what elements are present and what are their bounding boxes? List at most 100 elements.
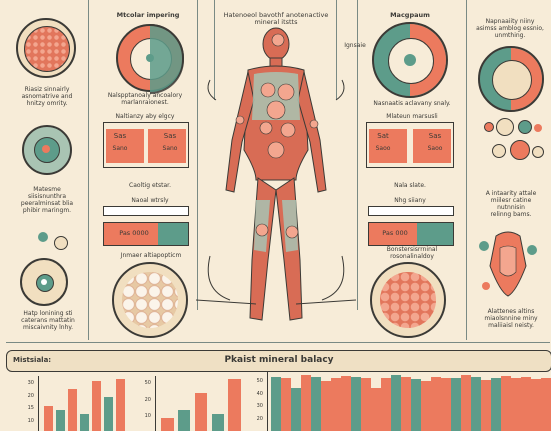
chart-bar [491, 377, 501, 431]
chart-bar [228, 378, 241, 431]
level-label: Pas 0000 [119, 229, 149, 237]
exchange-box-left: Sas Sano Sas Sano [103, 122, 189, 168]
cell-dish-right [478, 46, 544, 112]
chart-bar [481, 380, 491, 431]
chart-bar [371, 388, 381, 431]
y-tick-label: 20 [144, 396, 151, 403]
level-bar-empty [103, 206, 189, 216]
y-tick-label: 20 [256, 415, 263, 422]
cell-dish-1 [16, 18, 76, 78]
divider-center-left [214, 0, 215, 100]
chart-bar [451, 378, 461, 431]
section-divider [6, 342, 550, 343]
left-caption-2: Matesme siisisnunthra peeralminsat blia … [20, 186, 74, 214]
y-tick-label: 40 [256, 390, 263, 397]
right-caption-3: Alattenes altins miaolsnnine miny maliia… [484, 308, 538, 329]
y-tick-label: 50 [256, 378, 263, 384]
chart-bar [411, 379, 421, 431]
chart-bar [55, 410, 65, 431]
box-left-value-2: Sano [112, 145, 128, 152]
y-tick-label: 30 [256, 403, 263, 409]
box-right-value: Sas [428, 132, 442, 140]
y-tick-label: 10 [144, 413, 151, 420]
cell-dish-2 [22, 125, 72, 175]
y-tick-label: 30 [27, 380, 34, 386]
chart-bar [441, 377, 451, 431]
mid-left-caption-2: Naltianzy aby elgcy [115, 113, 175, 120]
chart-bar [471, 376, 481, 431]
level-label: Pas 000 [382, 229, 408, 237]
mid-right-caption-4: Nhg siiany [394, 197, 426, 204]
chart-bar [177, 410, 191, 431]
chart-bar [281, 378, 291, 431]
chart-bar [311, 376, 321, 431]
dial-half-teal [150, 24, 184, 94]
chart-bar [43, 405, 53, 431]
mid-left-caption-3: Caoltig etstar. [129, 182, 171, 189]
y-tick-label: 50 [144, 380, 151, 386]
small-cell-icon [38, 232, 48, 242]
chart-bar [211, 414, 225, 431]
mid-right-caption-3: Nala slate. [394, 182, 426, 189]
cell-dish-3 [20, 258, 68, 306]
banner-left-label: Mistsiala: [13, 356, 52, 364]
cell-diagram-icons [484, 118, 546, 168]
chart-bar [391, 374, 401, 431]
left-caption-3: Hatp lonining sti caterans mattatin misc… [21, 310, 75, 331]
chart-bar [331, 378, 341, 431]
chart-bar [511, 378, 521, 431]
cell-cluster-dish [112, 262, 188, 338]
mid-left-heading: Mtcolar impering [116, 11, 180, 19]
level-bar-empty [368, 206, 454, 216]
right-caption-2: A intaarity attale miilesr catine nutnni… [485, 190, 537, 218]
chart-bar [521, 376, 531, 431]
left-caption-1: Riasiz sinnairly asnomatrive and hnitzy … [21, 86, 73, 107]
chart-bar [381, 378, 391, 431]
box-left-value-2: Saoo [375, 145, 391, 152]
mid-right-caption-5: Bonstersisrrninal rosonalinaldoy [386, 246, 438, 260]
organ-illustration [479, 231, 537, 297]
chart-bar [194, 393, 208, 431]
mini-chart-1: 30 20 15 10 [28, 376, 128, 431]
mid-left-caption-4: Naoal wtrsly [131, 197, 169, 204]
chart-3-axis [267, 372, 268, 431]
chart-bar [301, 374, 311, 431]
chart-2-axis [155, 376, 156, 431]
human-body-figure [196, 27, 356, 321]
chart-bar [161, 418, 174, 431]
main-chart: 50 40 30 20 [255, 372, 551, 431]
banner-title: Pkaist mineral balacy [224, 355, 334, 365]
chart-bar [461, 374, 471, 431]
chart-bar [401, 376, 411, 431]
divider-mid-right [357, 0, 358, 310]
mid-right-caption-1: Nasnaatis aclavany snaly. [373, 100, 451, 107]
chart-bar [321, 381, 331, 431]
y-tick-label: 10 [27, 417, 34, 424]
chart-bar [79, 414, 89, 431]
chart-bar [431, 376, 441, 431]
mid-right-caption-2: Mlateun marsusli [386, 113, 438, 120]
box-left-value: Sas [113, 132, 127, 140]
chart-bar [531, 379, 541, 431]
box-left-value: Sat [377, 132, 389, 140]
box-right-value-2: Sano [162, 145, 178, 152]
divider-left [88, 0, 89, 340]
chart-bar [361, 377, 371, 431]
chart-bar [271, 376, 281, 431]
right-caption-1: Napnaaiity niiny asimss amblog essnio, u… [476, 18, 544, 39]
mineral-dial-right [372, 22, 448, 98]
center-title: Hatenoeol bavothf anotenactive mineral i… [223, 11, 329, 26]
mid-left-caption-5: Jnmaer altiapopticm [120, 252, 182, 259]
mid-right-sub: Ignsaie [344, 42, 366, 49]
y-tick-label: 20 [27, 392, 34, 399]
box-right-value: Sas [163, 132, 177, 140]
exchange-box-right: Sat Saoo Sas Saoo [366, 122, 454, 168]
chart-bar [115, 378, 125, 431]
mini-chart-2: 50 20 10 [145, 376, 245, 431]
chart-bar [541, 377, 551, 431]
divider-right [466, 0, 467, 340]
box-right-value-2: Saoo [427, 145, 443, 152]
chart-bar [103, 397, 113, 431]
divider-mid-left [197, 0, 198, 310]
chart-bar [291, 387, 301, 431]
